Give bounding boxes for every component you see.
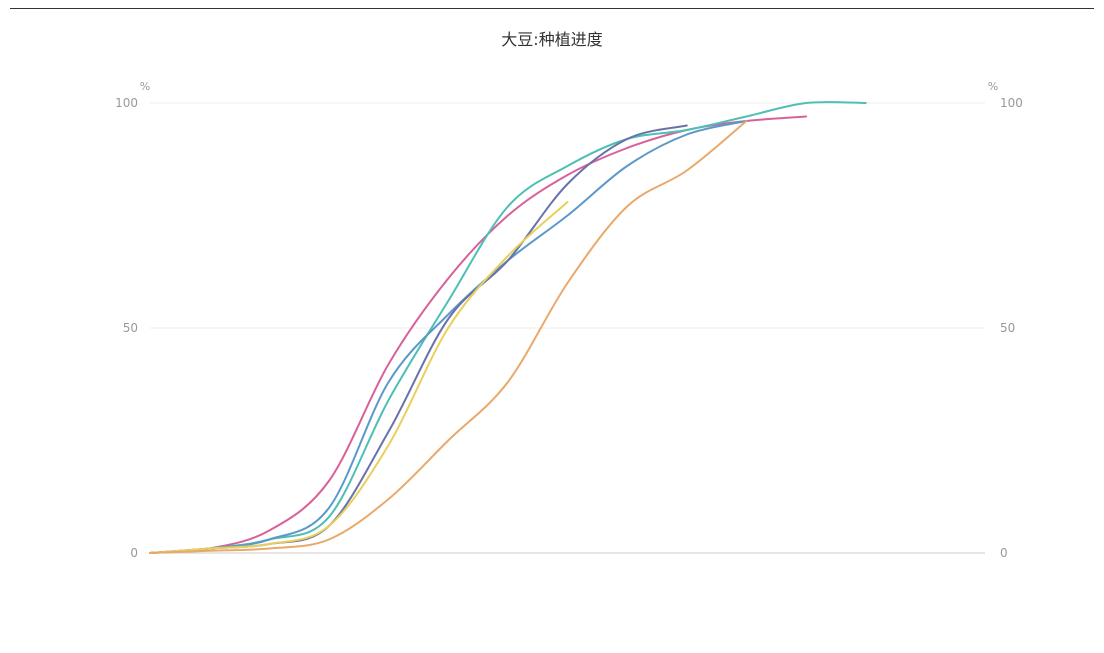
y-unit-right: % xyxy=(988,80,998,93)
grid-lines xyxy=(150,102,985,554)
top-divider xyxy=(10,8,1094,9)
axes: 0 0 50 50 100 100%% xyxy=(115,80,1023,560)
series-line-1 xyxy=(149,115,808,554)
y-unit-left: % xyxy=(140,80,150,93)
y-tick-right-0: 0 xyxy=(1000,546,1008,560)
y-tick-right-50: 50 xyxy=(1000,321,1015,335)
y-tick-left-100: 100 xyxy=(115,96,138,110)
series-line-3 xyxy=(149,120,748,554)
chart-title: 大豆:种植进度 xyxy=(501,30,603,49)
series-lines xyxy=(149,101,867,554)
series-line-4 xyxy=(149,124,688,554)
y-tick-right-100: 100 xyxy=(1000,96,1023,110)
series-line-5 xyxy=(149,201,569,554)
y-tick-left-50: 50 xyxy=(123,321,138,335)
y-tick-left-0: 0 xyxy=(130,546,138,560)
series-line-6 xyxy=(149,120,748,554)
